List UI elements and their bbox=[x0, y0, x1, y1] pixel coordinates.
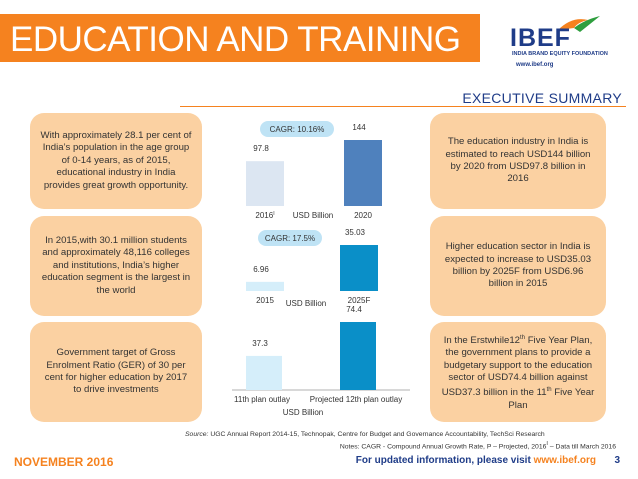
data-label: 35.03 bbox=[345, 228, 366, 237]
data-label: 6.96 bbox=[253, 265, 269, 274]
left-info-box-3: Government target of Gross Enrolment Rat… bbox=[30, 322, 202, 422]
unit-label: USD Billion bbox=[283, 408, 323, 417]
category-label: 2020 bbox=[354, 211, 372, 220]
cagr-bubble bbox=[260, 121, 334, 137]
bar bbox=[246, 281, 284, 291]
footer-visit: For updated information, please visit ww… bbox=[355, 455, 596, 466]
data-label: 97.8 bbox=[253, 144, 269, 153]
header-bar bbox=[0, 14, 480, 62]
data-label: 144 bbox=[352, 123, 366, 132]
category-label: 2015 bbox=[256, 296, 274, 305]
data-label: 74.4 bbox=[346, 305, 362, 314]
bar bbox=[246, 355, 282, 390]
logo-subtitle: INDIA BRAND EQUITY FOUNDATION bbox=[512, 51, 608, 57]
cagr-bubble bbox=[258, 230, 322, 246]
website-link[interactable]: www.ibef.org bbox=[533, 455, 596, 466]
ibef-logo: IBEF INDIA BRAND EQUITY FOUNDATION www.i… bbox=[492, 14, 632, 72]
section-divider bbox=[180, 106, 626, 107]
source-note: Source: UGC Annual Report 2014-15, Techn… bbox=[185, 431, 545, 438]
unit-label: USD Billion bbox=[286, 299, 326, 308]
right-info-text-1: The education industry in India is estim… bbox=[445, 136, 591, 185]
bar bbox=[340, 322, 376, 390]
page-title: EDUCATION AND TRAINING bbox=[10, 20, 461, 59]
category-label: 11th plan outlay bbox=[234, 395, 290, 404]
unit-label: USD Billion bbox=[293, 211, 333, 220]
left-info-box-2: In 2015,with 30.1 million students and a… bbox=[30, 216, 202, 316]
category-label: 2016I bbox=[255, 211, 274, 220]
data-label: 37.3 bbox=[252, 339, 268, 348]
category-label: 2025F bbox=[348, 296, 371, 305]
right-info-text-3: In the Erstwhile12th Five Year Plan, the… bbox=[441, 334, 595, 411]
left-info-text-3: Government target of Gross Enrolment Rat… bbox=[44, 347, 188, 396]
left-info-box-1: With approximately 28.1 per cent of Indi… bbox=[30, 113, 202, 209]
right-info-box-2: Higher education sector in India is expe… bbox=[430, 216, 606, 316]
bar bbox=[340, 245, 378, 291]
footer-date: NOVEMBER 2016 bbox=[14, 455, 114, 469]
right-info-box-1: The education industry in India is estim… bbox=[430, 113, 606, 209]
notes: Notes: CAGR - Compound Annual Growth Rat… bbox=[339, 441, 616, 451]
logo-brand: IBEF bbox=[510, 24, 571, 52]
right-info-box-3: In the Erstwhile12th Five Year Plan, the… bbox=[430, 322, 606, 422]
right-info-text-2: Higher education sector in India is expe… bbox=[444, 241, 592, 290]
left-info-text-1: With approximately 28.1 per cent of Indi… bbox=[40, 129, 192, 191]
category-label: Projected 12th plan outlay bbox=[310, 395, 403, 404]
logo-url: www.ibef.org bbox=[516, 62, 554, 68]
section-title: EXECUTIVE SUMMARY bbox=[462, 90, 622, 106]
page-number: 3 bbox=[614, 455, 620, 466]
bird-icon bbox=[558, 16, 600, 32]
bar bbox=[246, 161, 284, 206]
cagr-label: CAGR: 10.16% bbox=[270, 125, 325, 134]
cagr-label: CAGR: 17.5% bbox=[265, 234, 315, 243]
left-info-text-2: In 2015,with 30.1 million students and a… bbox=[41, 234, 191, 296]
bar bbox=[344, 140, 382, 206]
